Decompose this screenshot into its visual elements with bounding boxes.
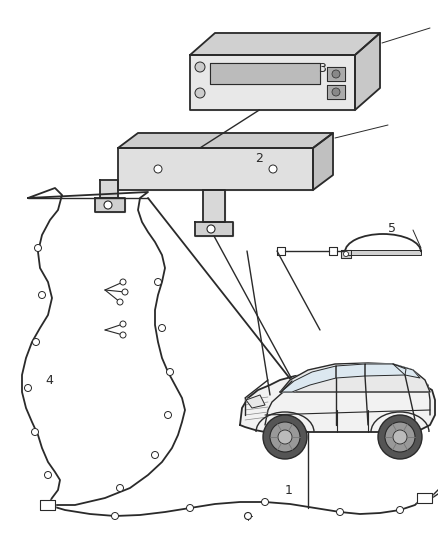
Circle shape xyxy=(45,502,52,508)
Circle shape xyxy=(154,165,162,173)
Polygon shape xyxy=(329,247,337,255)
Circle shape xyxy=(385,422,415,452)
Circle shape xyxy=(120,332,126,338)
Polygon shape xyxy=(355,33,380,110)
Circle shape xyxy=(166,368,173,376)
Polygon shape xyxy=(327,85,345,99)
Circle shape xyxy=(187,505,194,512)
Circle shape xyxy=(32,338,39,345)
Circle shape xyxy=(378,415,422,459)
Circle shape xyxy=(195,88,205,98)
Polygon shape xyxy=(118,133,333,148)
Polygon shape xyxy=(327,67,345,81)
Circle shape xyxy=(244,513,251,520)
Text: 1: 1 xyxy=(285,483,293,497)
Text: 2: 2 xyxy=(255,151,263,165)
Polygon shape xyxy=(40,500,55,510)
Circle shape xyxy=(332,70,340,78)
Circle shape xyxy=(261,498,268,505)
Circle shape xyxy=(104,201,112,209)
Circle shape xyxy=(45,472,52,479)
Circle shape xyxy=(35,245,42,252)
Circle shape xyxy=(396,506,403,513)
Circle shape xyxy=(120,279,126,285)
Polygon shape xyxy=(365,364,406,376)
Circle shape xyxy=(117,299,123,305)
Polygon shape xyxy=(240,373,435,432)
Polygon shape xyxy=(277,247,285,255)
Circle shape xyxy=(165,411,172,418)
Circle shape xyxy=(152,451,159,458)
Polygon shape xyxy=(118,148,313,190)
Circle shape xyxy=(278,430,292,444)
Polygon shape xyxy=(195,222,233,236)
Circle shape xyxy=(263,415,307,459)
Circle shape xyxy=(122,289,128,295)
Polygon shape xyxy=(281,366,336,392)
Polygon shape xyxy=(417,493,432,503)
Circle shape xyxy=(120,321,126,327)
Polygon shape xyxy=(280,363,430,392)
Polygon shape xyxy=(100,180,118,198)
Circle shape xyxy=(32,429,39,435)
Polygon shape xyxy=(246,395,265,408)
Circle shape xyxy=(270,422,300,452)
Circle shape xyxy=(195,62,205,72)
Polygon shape xyxy=(341,250,351,258)
Text: 4: 4 xyxy=(45,374,53,386)
Polygon shape xyxy=(190,55,355,110)
Circle shape xyxy=(343,252,349,256)
Polygon shape xyxy=(190,33,380,55)
Circle shape xyxy=(155,279,162,286)
Circle shape xyxy=(159,325,166,332)
Polygon shape xyxy=(313,133,333,190)
Circle shape xyxy=(207,225,215,233)
Circle shape xyxy=(336,508,343,515)
Circle shape xyxy=(25,384,32,392)
Polygon shape xyxy=(336,364,365,378)
Circle shape xyxy=(393,430,407,444)
Circle shape xyxy=(332,88,340,96)
Text: 5: 5 xyxy=(388,222,396,235)
Circle shape xyxy=(112,513,119,520)
Circle shape xyxy=(39,292,46,298)
Polygon shape xyxy=(95,198,125,212)
Circle shape xyxy=(117,484,124,491)
Text: 3: 3 xyxy=(318,61,326,75)
Polygon shape xyxy=(393,364,420,378)
Polygon shape xyxy=(210,63,320,84)
Polygon shape xyxy=(203,190,225,222)
Circle shape xyxy=(269,165,277,173)
Bar xyxy=(345,250,421,255)
